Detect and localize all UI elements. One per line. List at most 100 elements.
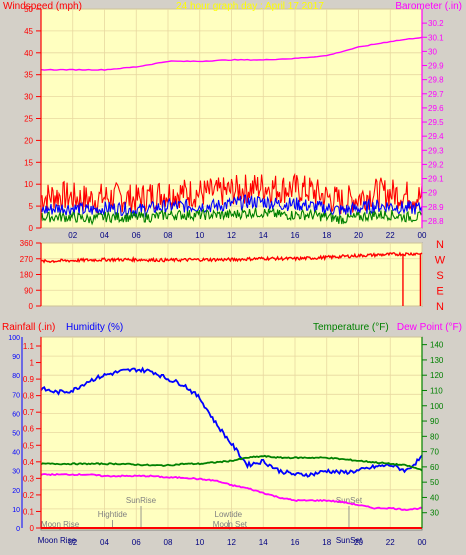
barometer-ytick-label: 29.1	[428, 175, 444, 184]
annotation-label: SunSet	[336, 496, 363, 505]
wind-title: 24 hour graph day : April 17 2017	[176, 1, 324, 12]
barometer-ytick-label: 28.9	[428, 203, 444, 212]
wind-ytick-label: 35	[24, 71, 33, 80]
annotation-label: Moon Rise	[38, 536, 77, 545]
temp-ytick-label: 50	[430, 478, 439, 487]
temp-ytick-label: 30	[430, 509, 439, 518]
barometer-ytick-label: 29.4	[428, 132, 444, 141]
wind-xtick-label: 16	[291, 231, 300, 240]
rain-ytick-label: 0.8	[23, 392, 35, 401]
rain-ytick-label: 0.2	[23, 491, 35, 500]
climate-xtick-label: 20	[354, 538, 363, 547]
barometer-ytick-label: 29.2	[428, 160, 444, 169]
barometer-ytick-label: 29.7	[428, 90, 444, 99]
wind-ytick-label: 15	[24, 158, 33, 167]
temp-ytick-label: 140	[430, 341, 444, 350]
direction-ytick-label: 0	[29, 302, 34, 311]
barometer-ytick-label: 29.8	[428, 76, 444, 85]
direction-ytick-label: 360	[20, 239, 34, 248]
rain-ylabel: Rainfall (.in)	[2, 322, 55, 333]
barometer-ytick-label: 30.2	[428, 19, 444, 28]
climate-xtick-label: 12	[227, 538, 236, 547]
temp-ytick-label: 90	[430, 417, 439, 426]
annotation-label: Hightide	[98, 510, 128, 519]
wind-ylabel: Windspeed (mph)	[3, 1, 82, 12]
wind-series	[40, 36, 423, 226]
rain-ytick-label: 0.4	[23, 458, 35, 467]
wind-ytick-label: 0	[29, 224, 34, 233]
rain-ytick-label: 1.1	[23, 342, 35, 351]
climate-series	[40, 366, 423, 529]
wind-ytick-label: 40	[24, 49, 33, 58]
compass-label: S	[436, 270, 443, 282]
climate-xtick-label: 00	[418, 538, 427, 547]
wind-xtick-label: 20	[354, 231, 363, 240]
direction-series	[40, 251, 423, 306]
wind-ytick-label: 25	[24, 115, 33, 124]
climate-series-line	[40, 454, 423, 472]
compass-label: E	[436, 286, 443, 298]
annotation-label: SunRise	[126, 496, 157, 505]
climate-axes: 010203040506070809010000.10.20.30.40.50.…	[8, 335, 444, 547]
humidity-ytick-label: 10	[12, 507, 20, 514]
annotation-label: SunSet	[336, 536, 363, 545]
climate-series-line	[40, 366, 423, 478]
climate-xtick-label: 08	[164, 538, 173, 547]
wind-ytick-label: 30	[24, 93, 33, 102]
humidity-ytick-label: 0	[16, 526, 20, 533]
wind-series-line	[40, 207, 423, 226]
wind-series-line	[40, 172, 423, 215]
humidity-ytick-label: 70	[12, 392, 20, 399]
climate-xtick-label: 14	[259, 538, 268, 547]
rain-ytick-label: 0.7	[23, 408, 35, 417]
wind-ytick-label: 50	[24, 5, 33, 14]
humidity-ytick-label: 80	[12, 373, 20, 380]
humidity-ytick-label: 100	[8, 335, 20, 342]
wind-series-line	[40, 36, 423, 71]
barometer-ytick-label: 29.5	[428, 118, 444, 127]
wind-xtick-label: 08	[164, 231, 173, 240]
temperature-ylabel: Temperature (°F)	[313, 322, 389, 333]
temp-ytick-label: 40	[430, 493, 439, 502]
temp-ytick-label: 100	[430, 402, 444, 411]
humidity-ytick-label: 40	[12, 450, 20, 457]
barometer-ylabel: Barometer (.in)	[395, 1, 462, 12]
astro-annotations: Moon Rise Moon Rise Hightide SunRise Lowtide…	[38, 496, 363, 545]
wind-ytick-label: 45	[24, 27, 33, 36]
wind-xtick-label: 18	[322, 231, 331, 240]
rain-ytick-label: 0.6	[23, 425, 35, 434]
temp-ytick-label: 110	[430, 386, 443, 395]
annotation-label: Lowtide	[215, 510, 243, 519]
rain-ytick-label: 0	[30, 524, 35, 533]
barometer-ytick-label: 29	[428, 189, 437, 198]
barometer-ytick-label: 29.3	[428, 146, 444, 155]
wind-xtick-label: 10	[195, 231, 204, 240]
direction-series-line	[40, 251, 423, 264]
wind-ytick-label: 5	[29, 202, 34, 211]
wind-xtick-label: 02	[68, 231, 77, 240]
annotation-label: Moon Rise	[41, 520, 80, 529]
wind-xtick-label: 06	[132, 231, 141, 240]
climate-xtick-label: 02	[68, 538, 77, 547]
annotation-label: Moon Set	[213, 520, 248, 529]
humidity-ytick-label: 30	[12, 469, 20, 476]
wind-xtick-label: 22	[386, 231, 395, 240]
wind-xtick-label: 12	[227, 231, 236, 240]
wind-xtick-label: 14	[259, 231, 268, 240]
wind-xtick-label: 00	[418, 231, 427, 240]
rain-ytick-label: 0.1	[23, 507, 35, 516]
climate-xtick-label: 22	[386, 538, 395, 547]
climate-xtick-label: 18	[322, 538, 331, 547]
compass-label: N	[436, 301, 444, 313]
direction-ytick-label: 270	[20, 255, 34, 264]
compass-label: N	[436, 239, 444, 251]
temp-ytick-label: 60	[430, 463, 439, 472]
temp-ytick-label: 80	[430, 432, 439, 441]
humidity-ytick-label: 50	[12, 431, 20, 438]
climate-xtick-label: 16	[291, 538, 300, 547]
rain-ytick-label: 0.5	[23, 441, 35, 450]
dewpoint-ylabel: Dew Point (°F)	[397, 322, 462, 333]
wind-axes: 0 5 10 15 20 25 30 35 40 45 50 28.8 28.9 29 29.1 29.2 29…	[24, 5, 444, 240]
